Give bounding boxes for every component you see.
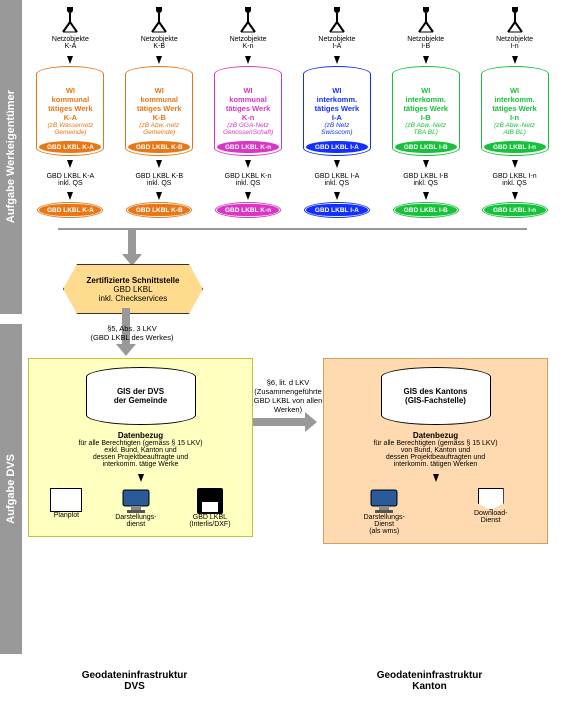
werk-disk: GBD LKBL K-B: [126, 202, 192, 218]
werk-column-1: NetzobjekteK-B WIkommunaltätiges WerkK-B…: [117, 4, 202, 218]
gis-dvs-l1: GIS der DVS: [117, 387, 164, 396]
surveyor-icon: [233, 4, 263, 34]
werk-column-5: NetzobjekteI-n WIinterkomm.tätiges WerkI…: [472, 4, 557, 218]
qs-label: GBD LKBL I-Ainkl. QS: [314, 173, 359, 187]
output-planplot: Planplot: [50, 488, 82, 519]
darstellung-right-label: Darstellungs- Dienst (als wms): [364, 514, 405, 535]
cylinder-band: GBD LKBL I-A: [306, 141, 368, 153]
netz-label: NetzobjekteI-n: [496, 36, 533, 50]
gis-dvs-cylinder: GIS der DVS der Gemeinde: [86, 367, 196, 425]
planplot-icon: [50, 488, 82, 512]
output-darstellung-right: Darstellungs- Dienst (als wms): [364, 488, 405, 535]
output-download: Download- Dienst: [474, 488, 507, 524]
zone-dvs: GIS der DVS der Gemeinde Datenbezug für …: [28, 358, 253, 537]
disk-band: GBD LKBL I-B: [395, 204, 457, 216]
monitor-icon: [369, 488, 399, 514]
qs-label: GBD LKBL K-Ainkl. QS: [47, 173, 95, 187]
qs-label: GBD LKBL K-ninkl. QS: [225, 173, 272, 187]
outputs-left: Planplot Darstellungs- dienst GBD LKBL (…: [37, 488, 244, 528]
werk-column-2: NetzobjekteK-n WIkommunaltätiges WerkK-n…: [206, 4, 291, 218]
disk-band: GBD LKBL K-n: [217, 204, 279, 216]
datenbezug-right-t: für alle Berechtigten (gemäss § 15 LKV) …: [336, 440, 535, 468]
transfer-mid-label: §6, lit. d LKV (Zusammengeführte GBD LKB…: [253, 378, 323, 414]
monitor-icon: [121, 488, 151, 514]
download-label: Download- Dienst: [474, 510, 507, 524]
datenbezug-right: Datenbezug für alle Berechtigten (gemäss…: [336, 431, 535, 468]
werk-cylinder: WIinterkomm.tätiges WerkI-A (zB NetzSwis…: [303, 66, 371, 156]
footer-left: Geodateninfrastruktur DVS: [22, 666, 247, 696]
hexagon-schnittstelle: Zertifizierte Schnittstelle GBD LKBL ink…: [63, 264, 557, 314]
werk-column-0: NetzobjekteK-A WIkommunaltätiges WerkK-A…: [28, 4, 113, 218]
sidebar-top: Aufgabe Werkeigentümer: [0, 0, 22, 314]
surveyor-icon: [322, 4, 352, 34]
disk-band: GBD LKBL I-A: [306, 204, 368, 216]
gis-dvs-l2: der Gemeinde: [114, 396, 167, 405]
datenbezug-left-t: für alle Berechtigten (gemäss § 15 LKV) …: [41, 440, 240, 468]
werk-disk: GBD LKBL I-A: [304, 202, 370, 218]
floppy-icon: [197, 488, 223, 514]
transfer-left-label: §5, Abs. 3 LKV (GBD LKBL des Werkes): [72, 324, 192, 342]
netz-label: NetzobjekteK-n: [230, 36, 267, 50]
top-section: NetzobjekteK-A WIkommunaltätiges WerkK-A…: [22, 0, 563, 318]
hex-line3: inkl. Checkservices: [99, 294, 167, 303]
surveyor-icon: [55, 4, 85, 34]
werk-column-4: NetzobjekteI-B WIinterkomm.tätiges WerkI…: [383, 4, 468, 218]
surveyor-icon: [144, 4, 174, 34]
sidebar-bottom: Aufgabe DVS: [0, 324, 22, 654]
gis-kanton-cylinder: GIS des Kantons (GIS-Fachstelle): [381, 367, 491, 425]
gbd-label: GBD LKBL (Interlis/DXF): [189, 514, 230, 528]
hex-line1: Zertifizierte Schnittstelle: [87, 276, 180, 285]
cylinder-band: GBD LKBL K-A: [39, 141, 101, 153]
werk-column-3: NetzobjekteI-A WIinterkomm.tätiges WerkI…: [294, 4, 379, 218]
surveyor-icon: [500, 4, 530, 34]
sidebar-bottom-label: Aufgabe DVS: [5, 454, 17, 524]
netz-label: NetzobjekteI-B: [407, 36, 444, 50]
datenbezug-right-h: Datenbezug: [336, 431, 535, 440]
outputs-right: Darstellungs- Dienst (als wms) Download-…: [332, 488, 539, 535]
werk-cylinder: WIkommunaltätiges WerkK-n (zB GGA-NetzGe…: [214, 66, 282, 156]
mid-connector: §6, lit. d LKV (Zusammengeführte GBD LKB…: [253, 358, 323, 426]
cylinder-band: GBD LKBL K-n: [217, 141, 279, 153]
disk-band: GBD LKBL K-A: [39, 204, 101, 216]
werk-disk: GBD LKBL I-B: [393, 202, 459, 218]
zone-kanton: GIS des Kantons (GIS-Fachstelle) Datenbe…: [323, 358, 548, 544]
download-icon: [478, 488, 504, 510]
werk-cylinder: WIkommunaltätiges WerkK-A (zB Wassernetz…: [36, 66, 104, 156]
planplot-label: Planplot: [54, 512, 79, 519]
qs-label: GBD LKBL I-ninkl. QS: [493, 173, 537, 187]
qs-label: GBD LKBL I-Binkl. QS: [403, 173, 448, 187]
output-gbd: GBD LKBL (Interlis/DXF): [189, 488, 230, 528]
cylinder-band: GBD LKBL I-n: [484, 141, 546, 153]
netz-label: NetzobjekteI-A: [318, 36, 355, 50]
sidebar-top-label: Aufgabe Werkeigentümer: [5, 90, 17, 223]
disk-band: GBD LKBL I-n: [484, 204, 546, 216]
werk-cylinder: WIinterkomm.tätiges WerkI-n (zB Abw.-Net…: [481, 66, 549, 156]
datenbezug-left-h: Datenbezug: [41, 431, 240, 440]
werk-disk: GBD LKBL K-n: [215, 202, 281, 218]
darstellung-left-label: Darstellungs- dienst: [115, 514, 156, 528]
surveyor-icon: [411, 4, 441, 34]
gis-kanton-l2: (GIS-Fachstelle): [405, 396, 466, 405]
hex-line2: GBD LKBL: [113, 285, 152, 294]
werk-disk: GBD LKBL I-n: [482, 202, 548, 218]
datenbezug-left: Datenbezug für alle Berechtigten (gemäss…: [41, 431, 240, 468]
werk-cylinder: WIkommunaltätiges WerkK-B (zB Abw.-netzG…: [125, 66, 193, 156]
footer: Geodateninfrastruktur DVS Geodateninfras…: [0, 666, 563, 696]
netz-label: NetzobjekteK-A: [52, 36, 89, 50]
qs-label: GBD LKBL K-Binkl. QS: [135, 173, 183, 187]
werk-cylinder: WIinterkomm.tätiges WerkI-B (zB Abw.-Net…: [392, 66, 460, 156]
werk-disk: GBD LKBL K-A: [37, 202, 103, 218]
cylinder-band: GBD LKBL K-B: [128, 141, 190, 153]
output-darstellung-left: Darstellungs- dienst: [115, 488, 156, 528]
footer-right: Geodateninfrastruktur Kanton: [317, 666, 542, 696]
gis-kanton-l1: GIS des Kantons: [403, 387, 467, 396]
disk-band: GBD LKBL K-B: [128, 204, 190, 216]
werk-columns: NetzobjekteK-A WIkommunaltätiges WerkK-A…: [28, 4, 557, 218]
netz-label: NetzobjekteK-B: [141, 36, 178, 50]
bottom-section: §5, Abs. 3 LKV (GBD LKBL des Werkes) GIS…: [22, 324, 563, 658]
cylinder-band: GBD LKBL I-B: [395, 141, 457, 153]
